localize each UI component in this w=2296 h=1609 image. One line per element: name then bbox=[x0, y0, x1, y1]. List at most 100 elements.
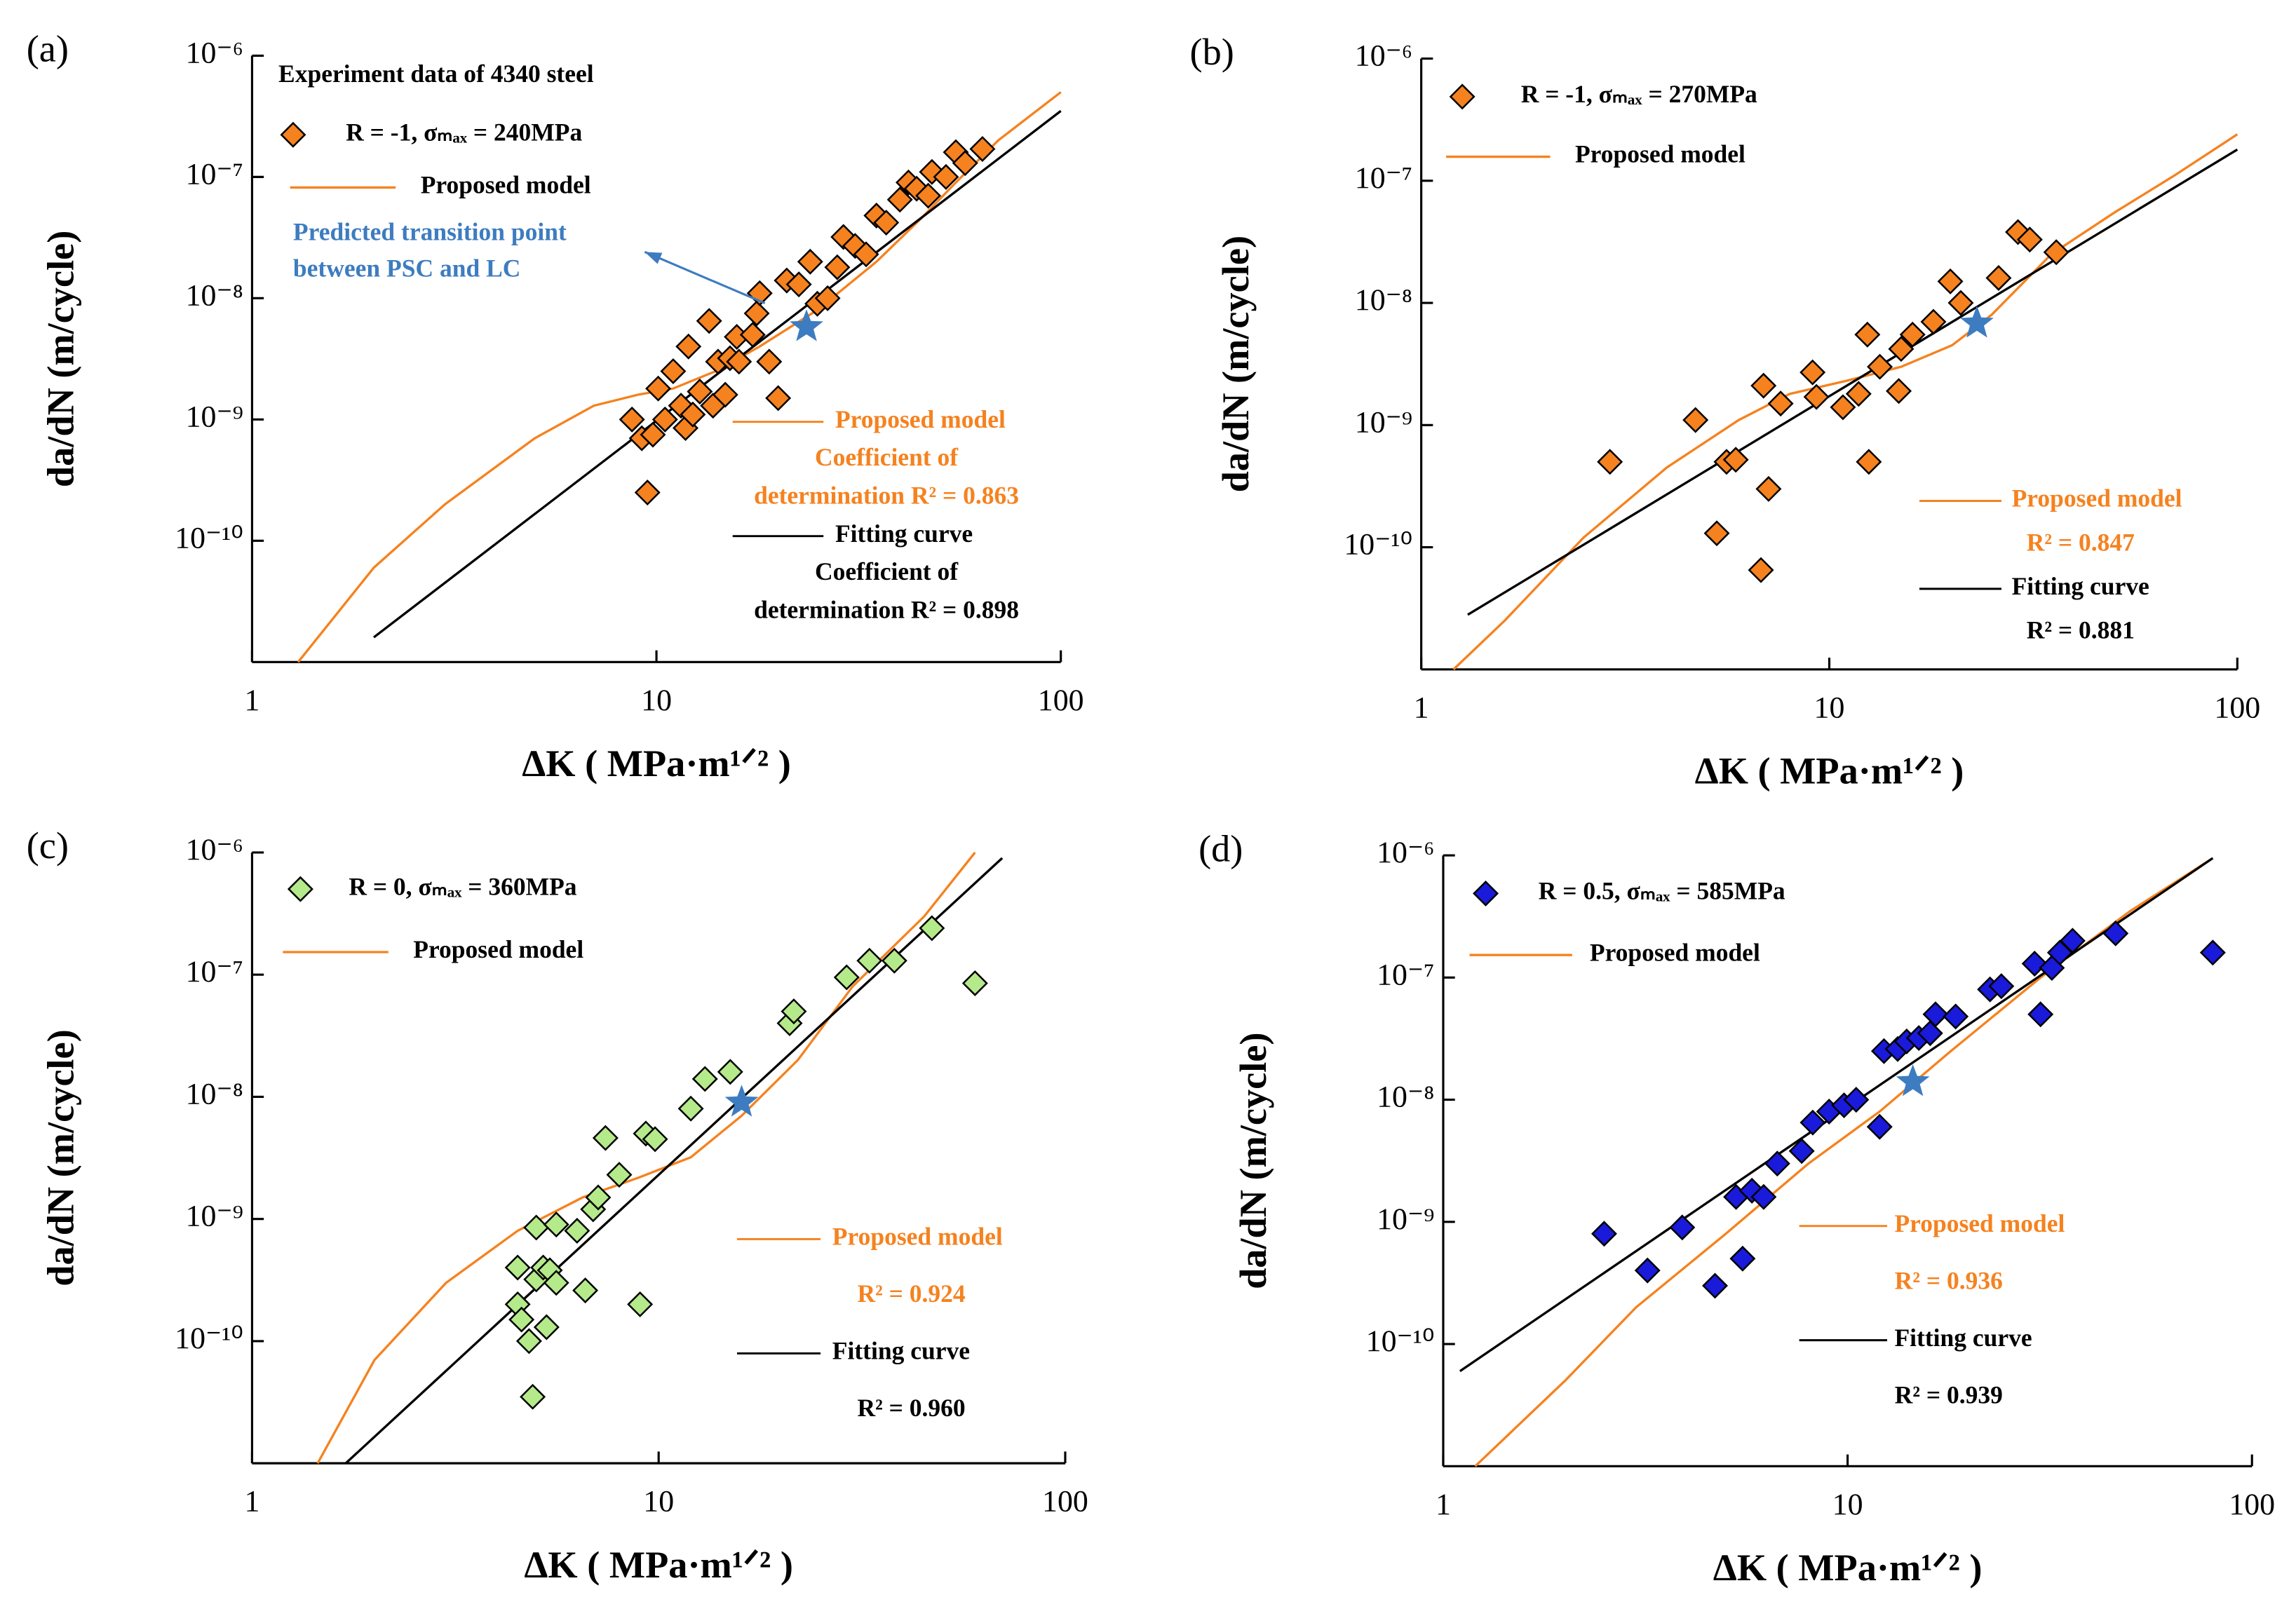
data-point bbox=[1856, 449, 1882, 475]
r2-label: determination R² = 0.898 bbox=[754, 595, 1019, 623]
legend-label: R = -1, σₘₐₓ = 270MPa bbox=[1521, 80, 1757, 108]
data-point bbox=[585, 1184, 612, 1211]
data-point bbox=[1866, 1113, 1893, 1140]
annotation: between PSC and LC bbox=[293, 254, 520, 283]
data-point bbox=[1937, 268, 1964, 294]
data-point bbox=[712, 381, 738, 408]
data-point bbox=[726, 348, 752, 375]
y-tick-label: 10⁻⁹ bbox=[186, 1200, 243, 1233]
data-point bbox=[915, 182, 942, 209]
curve bbox=[373, 109, 1062, 639]
y-tick-label: 10⁻¹⁰ bbox=[175, 1322, 243, 1355]
data-point bbox=[824, 254, 851, 280]
fit-legend-label: Fitting curve bbox=[1894, 1324, 2032, 1352]
curve bbox=[1452, 133, 2238, 670]
x-tick-label: 10 bbox=[641, 684, 672, 717]
legend-marker bbox=[1473, 880, 1499, 907]
r2-label: R² = 0.924 bbox=[858, 1279, 966, 1308]
panel: (b) 1 10 100 10⁻¹⁰ 10⁻⁹ 10⁻⁸ 10⁻⁷ 10⁻⁶ ΔK ( MPa·m… bbox=[1190, 31, 2261, 792]
data-point bbox=[952, 150, 978, 177]
data-point bbox=[533, 1314, 560, 1340]
panel: (a) 1 10 100 10⁻¹⁰ 10⁻⁹ 10⁻⁸ 10⁻⁷ 10⁻⁶ ΔK ( MPa·m… bbox=[27, 28, 1084, 785]
x-tick-label: 1 bbox=[1436, 1488, 1451, 1521]
data-point bbox=[1886, 378, 1912, 405]
data-point bbox=[2021, 951, 2048, 977]
data-point bbox=[833, 964, 860, 991]
legend-marker bbox=[287, 876, 313, 902]
y-tick-label: 10⁻⁸ bbox=[186, 278, 243, 312]
y-tick-label: 10⁻⁸ bbox=[1355, 283, 1412, 317]
data-point bbox=[1634, 1257, 1661, 1284]
fit-legend-label: Proposed model bbox=[832, 1223, 1003, 1251]
data-point bbox=[756, 348, 783, 375]
transition-point bbox=[1896, 1064, 1930, 1097]
data-point bbox=[1788, 1138, 1815, 1165]
r2-label: Coefficient of bbox=[815, 557, 959, 585]
data-point bbox=[853, 241, 879, 268]
data-point bbox=[520, 1383, 546, 1410]
y-tick-label: 10⁻⁸ bbox=[1377, 1080, 1434, 1114]
data-point bbox=[785, 271, 812, 298]
x-tick-label: 100 bbox=[1038, 684, 1084, 717]
data-point bbox=[1943, 1003, 1969, 1030]
fit-legend-label: Fitting curve bbox=[2012, 572, 2149, 600]
data-point bbox=[1703, 520, 1730, 547]
x-tick-label: 10 bbox=[1814, 691, 1845, 724]
y-axis-title: da/dN (m/cycle) bbox=[39, 1029, 81, 1286]
data-point bbox=[856, 947, 883, 974]
data-point bbox=[933, 163, 959, 190]
annotation: Predicted transition point bbox=[293, 217, 567, 245]
data-point bbox=[2059, 928, 2086, 954]
data-point bbox=[919, 915, 945, 942]
chart-title: Experiment data of 4340 steel bbox=[278, 60, 594, 88]
x-axis-title: ΔK ( MPa·m¹ᐟ² ) bbox=[522, 742, 791, 785]
data-point bbox=[1682, 407, 1709, 433]
annotation-arrow bbox=[644, 250, 766, 304]
data-point bbox=[2016, 226, 2043, 253]
r2-label: R² = 0.936 bbox=[1895, 1266, 2003, 1294]
data-point bbox=[842, 233, 868, 259]
data-point bbox=[675, 333, 702, 360]
data-point bbox=[2199, 939, 2226, 966]
data-point bbox=[1947, 290, 1974, 316]
data-point bbox=[1867, 353, 1893, 380]
data-point bbox=[564, 1218, 590, 1244]
legend-label: Proposed model bbox=[1590, 938, 1760, 966]
data-point bbox=[2005, 219, 2032, 245]
data-point bbox=[969, 136, 996, 162]
data-point bbox=[739, 321, 766, 348]
data-point bbox=[619, 406, 645, 433]
curve bbox=[1474, 857, 2214, 1467]
data-point bbox=[572, 1277, 599, 1304]
fit-legend-label: Proposed model bbox=[1894, 1209, 2065, 1237]
data-point bbox=[1988, 973, 2015, 1000]
data-point bbox=[1888, 336, 1915, 362]
x-tick-label: 10 bbox=[1832, 1488, 1863, 1521]
data-point bbox=[746, 280, 773, 306]
legend-label: Proposed model bbox=[421, 171, 591, 199]
x-axis-title: ΔK ( MPa·m¹ᐟ² ) bbox=[1713, 1547, 1983, 1589]
y-tick-label: 10⁻⁷ bbox=[186, 955, 243, 989]
data-point bbox=[1830, 394, 1856, 421]
r2-label: Coefficient of bbox=[815, 443, 959, 471]
data-point bbox=[543, 1211, 569, 1238]
data-point bbox=[886, 186, 913, 213]
data-point bbox=[1597, 449, 1623, 475]
data-point bbox=[515, 1328, 542, 1355]
fit-legend-label: Fitting curve bbox=[832, 1337, 970, 1365]
data-point bbox=[504, 1254, 531, 1281]
x-tick-label: 100 bbox=[2214, 691, 2260, 724]
legend-label: R = 0, σₘₐₓ = 360MPa bbox=[349, 872, 576, 900]
data-point bbox=[1843, 1087, 1870, 1113]
data-point bbox=[1845, 381, 1872, 407]
data-point bbox=[1755, 475, 1782, 502]
legend-label: Proposed model bbox=[413, 935, 583, 963]
data-point bbox=[1922, 1001, 1949, 1028]
data-point bbox=[696, 308, 722, 334]
data-point bbox=[743, 300, 770, 327]
x-tick-label: 100 bbox=[1042, 1485, 1088, 1519]
x-axis-title: ΔK ( MPa·m¹ᐟ² ) bbox=[524, 1544, 793, 1586]
panel: (d) 1 10 100 10⁻¹⁰ 10⁻⁹ 10⁻⁸ 10⁻⁷ 10⁻⁶ ΔK ( MPa·m… bbox=[1198, 827, 2275, 1589]
y-tick-label: 10⁻⁷ bbox=[1377, 958, 1434, 991]
r2-label: R² = 0.847 bbox=[2027, 528, 2135, 556]
